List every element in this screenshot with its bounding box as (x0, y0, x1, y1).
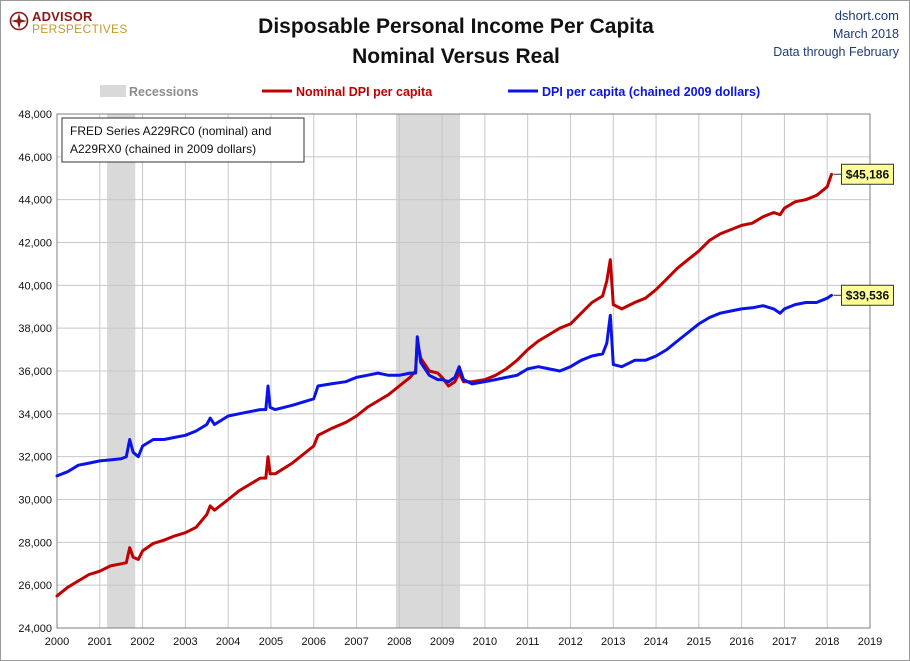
chart-title: Disposable Personal Income Per Capita (258, 15, 654, 38)
y-tick-label: 30,000 (18, 495, 52, 507)
x-tick-label: 2016 (729, 636, 753, 648)
source-site: dshort.com (834, 8, 899, 23)
x-tick-label: 2007 (344, 636, 368, 648)
callout-label-real: $39,536 (846, 288, 890, 302)
y-tick-label: 48,000 (18, 109, 52, 121)
gridlines (56, 113, 871, 629)
y-tick-label: 40,000 (18, 280, 52, 292)
legend-label-nominal: Nominal DPI per capita (296, 85, 433, 99)
callout-label-nominal: $45,186 (846, 167, 890, 181)
legend-swatch-recessions (100, 85, 126, 97)
x-tick-label: 2002 (130, 636, 154, 648)
axis-tick-labels: 24,000 26,000 28,000 30,000 32,000 34,000 36,0… (18, 109, 882, 648)
compass-icon (9, 11, 29, 31)
series-line-real (55, 293, 833, 478)
logo-text-secondary: PERSPECTIVES (32, 22, 128, 36)
x-tick-label: 2004 (216, 636, 240, 648)
x-tick-label: 2006 (301, 636, 325, 648)
x-tick-label: 2012 (558, 636, 582, 648)
x-tick-label: 2001 (88, 636, 112, 648)
chart-subtitle: Nominal Versus Real (352, 45, 560, 68)
x-tick-label: 2010 (473, 636, 497, 648)
callout-box-real (840, 284, 894, 306)
y-tick-label: 24,000 (18, 623, 52, 635)
x-tick-label: 2003 (173, 636, 197, 648)
x-tick-label: 2011 (516, 636, 540, 648)
y-tick-label: 44,000 (18, 195, 52, 207)
x-tick-label: 2005 (259, 636, 283, 648)
advisor-perspectives-logo: ADVISOR PERSPECTIVES (9, 9, 139, 39)
series-line-nominal (55, 172, 833, 598)
y-tick-label: 46,000 (18, 152, 52, 164)
source-block: dshort.com March 2018 Data through Febru… (773, 7, 899, 61)
series-lines (55, 172, 833, 598)
series-note-box: FRED Series A229RC0 (nominal) and A229RX… (61, 117, 305, 163)
note-box-border (61, 117, 305, 163)
callout-box-nominal (840, 163, 894, 185)
plot-area-border (56, 113, 871, 629)
note-line-1: FRED Series A229RC0 (nominal) and (70, 124, 271, 138)
logo-text-primary: ADVISOR (32, 9, 93, 24)
x-tick-label: 2019 (858, 636, 882, 648)
legend-label-real: DPI per capita (chained 2009 dollars) (542, 85, 760, 99)
chart-legend: Recessions Nominal DPI per capita DPI pe… (100, 85, 760, 99)
x-tick-label: 2009 (430, 636, 454, 648)
source-date: March 2018 (832, 27, 899, 41)
x-tick-label: 2000 (45, 636, 69, 648)
x-tick-label: 2015 (687, 636, 711, 648)
legend-label-recessions: Recessions (129, 85, 199, 99)
x-tick-label: 2014 (644, 636, 668, 648)
y-tick-label: 42,000 (18, 238, 52, 250)
y-tick-label: 34,000 (18, 409, 52, 421)
y-tick-label: 36,000 (18, 366, 52, 378)
y-tick-label: 26,000 (18, 580, 52, 592)
value-callouts: $45,186 $39,536 (833, 163, 894, 306)
note-line-2: A229RX0 (chained in 2009 dollars) (70, 142, 256, 156)
y-tick-label: 28,000 (18, 537, 52, 549)
source-data-through: Data through February (773, 45, 899, 59)
x-tick-label: 2017 (772, 636, 796, 648)
y-tick-label: 32,000 (18, 452, 52, 464)
x-tick-label: 2018 (815, 636, 839, 648)
x-tick-label: 2013 (601, 636, 625, 648)
y-tick-label: 38,000 (18, 323, 52, 335)
x-tick-label: 2008 (387, 636, 411, 648)
